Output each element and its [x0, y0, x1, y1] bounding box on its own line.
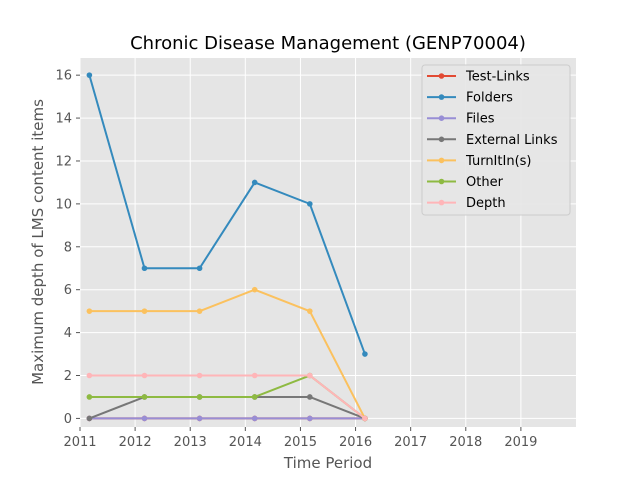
x-tick-label: 2019	[504, 435, 537, 450]
legend-swatch-marker	[438, 157, 445, 164]
data-point-turnitin-s	[86, 308, 93, 314]
data-point-folders	[141, 265, 148, 272]
chart-title: Chronic Disease Management (GENP70004)	[130, 33, 526, 54]
x-tick-label: 2014	[229, 435, 262, 450]
x-tick-label: 2015	[284, 435, 317, 450]
data-point-other	[251, 394, 258, 400]
data-point-external-links	[307, 394, 313, 400]
x-tick-labels: 2011 2012 2013 2014 2015 2016 2017 2018 2019	[63, 427, 537, 450]
legend-entry-test-links: Test-Links	[427, 70, 530, 85]
series-line-folders	[88, 74, 366, 355]
x-tick-label: 2016	[339, 435, 372, 450]
legend-entry-depth: Depth	[427, 196, 506, 211]
legend-entry-turnitin-s: TurnItIn(s)	[427, 154, 531, 169]
legend-swatch-marker	[438, 178, 445, 185]
legend-label: Test-Links	[465, 70, 530, 85]
y-tick-label: 16	[55, 69, 72, 84]
legend-box	[421, 64, 571, 216]
data-point-depth	[196, 372, 203, 379]
data-point-turnitin-s	[196, 308, 203, 314]
data-point-turnitin-s	[141, 308, 148, 314]
legend-label: TurnItIn(s)	[465, 154, 531, 169]
data-point-other	[196, 394, 203, 400]
legend-swatch-marker	[438, 136, 445, 143]
series-folders	[86, 72, 368, 357]
legend: Test-Links Folders Files External Links Turn…	[421, 64, 571, 216]
data-point-files	[141, 415, 148, 422]
legend-swatch-marker	[438, 94, 445, 100]
data-point-external-links	[86, 415, 93, 422]
series-line-turnitin-s	[89, 288, 366, 419]
legend-label: External Links	[466, 133, 558, 148]
legend-entry-other: Other	[427, 175, 504, 190]
y-tick-label: 10	[55, 197, 72, 212]
data-point-files	[196, 415, 203, 422]
legend-swatch-marker	[438, 115, 445, 121]
y-tick-label: 4	[64, 326, 72, 341]
legend-label: Other	[466, 175, 504, 190]
legend-swatch-marker	[438, 199, 445, 206]
legend-label: Depth	[466, 196, 506, 211]
data-point-folders	[362, 351, 368, 357]
data-point-folders	[196, 265, 203, 272]
data-point-files	[307, 415, 313, 422]
x-tick-label: 2011	[63, 435, 96, 450]
data-point-folders	[251, 179, 258, 186]
data-point-turnitin-s	[251, 286, 258, 293]
data-point-other	[141, 394, 148, 400]
data-point-turnitin-s	[307, 308, 313, 314]
x-axis-label: Time Period	[283, 454, 372, 472]
legend-entry-files: Files	[427, 112, 495, 127]
data-point-depth	[251, 372, 258, 379]
data-point-folders	[86, 72, 93, 78]
legend-entry-external-links: External Links	[427, 133, 558, 148]
legend-label: Folders	[466, 91, 513, 106]
y-tick-label: 14	[55, 112, 72, 127]
x-tick-label: 2017	[394, 435, 427, 450]
legend-entry-folders: Folders	[427, 91, 513, 106]
legend-swatch-marker	[438, 73, 445, 79]
y-tick-label: 0	[64, 412, 72, 427]
y-axis-label: Maximum depth of LMS content items	[29, 99, 47, 385]
data-point-folders	[307, 201, 313, 207]
y-tick-label: 12	[55, 154, 72, 169]
series-line-depth	[89, 374, 366, 420]
legend-label: Files	[466, 112, 495, 127]
data-point-depth	[307, 372, 313, 379]
data-point-depth	[362, 415, 368, 422]
y-tick-labels: 0 2 4 6 8 10 12 14 16	[55, 69, 80, 427]
y-tick-label: 8	[64, 240, 72, 255]
data-point-depth	[86, 372, 93, 379]
x-tick-label: 2013	[174, 435, 207, 450]
x-tick-label: 2012	[119, 435, 152, 450]
y-tick-label: 2	[64, 369, 72, 384]
series-group	[86, 72, 368, 422]
series-depth	[86, 372, 368, 422]
data-point-files	[251, 415, 258, 422]
data-point-depth	[141, 372, 148, 379]
y-tick-label: 6	[64, 283, 72, 298]
data-point-other	[86, 394, 93, 400]
x-tick-label: 2018	[449, 435, 482, 450]
